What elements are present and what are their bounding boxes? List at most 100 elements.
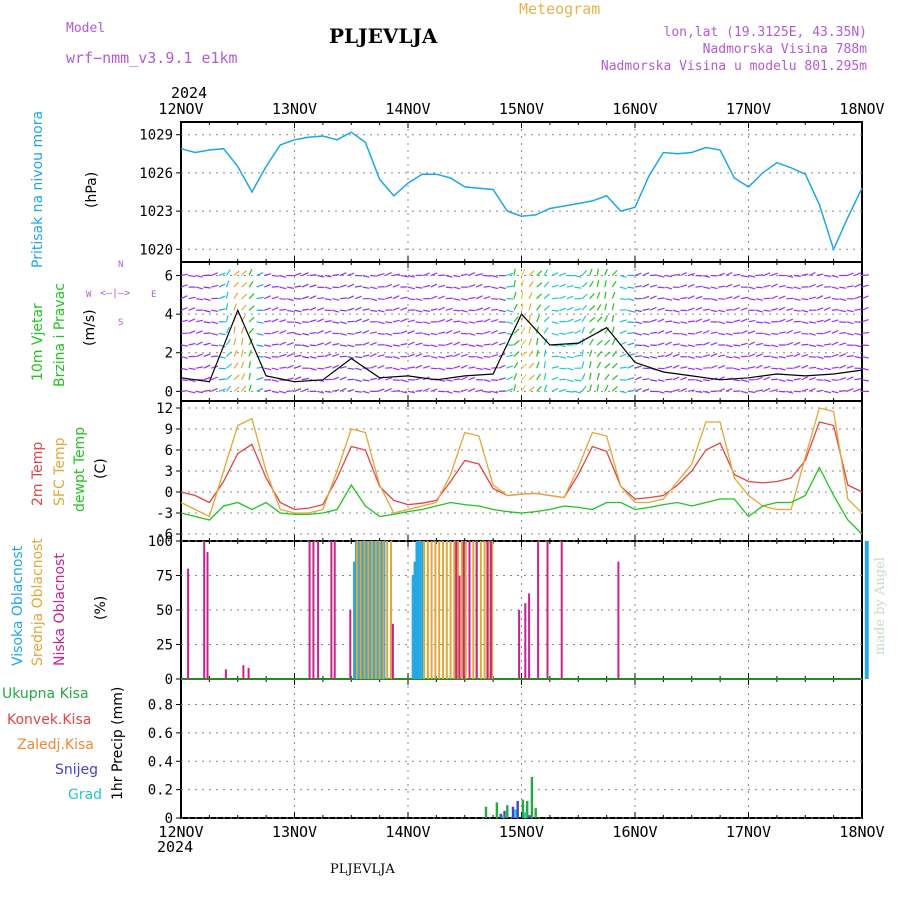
wind-barb <box>748 390 756 394</box>
wind-barb <box>211 321 219 325</box>
wind-barb <box>400 343 408 346</box>
wind-barb <box>642 378 650 381</box>
wind-barb <box>649 284 658 288</box>
wind-barb <box>657 307 665 311</box>
wind-barb <box>377 364 385 369</box>
wind-barb <box>294 321 302 325</box>
wind-barb <box>241 282 248 288</box>
wind-barb <box>748 330 756 334</box>
wind-barb <box>218 272 226 277</box>
wind-barb <box>521 351 528 358</box>
wind-barb <box>536 361 540 369</box>
wind-barb <box>687 389 695 392</box>
wind-barb <box>596 361 602 369</box>
wind-barb <box>695 390 703 393</box>
wind-barb <box>672 343 680 346</box>
wind-barb <box>786 390 794 394</box>
wind-barb <box>672 321 680 324</box>
wind-barb <box>430 356 438 359</box>
wind-barb <box>483 367 491 371</box>
wind-barb <box>823 306 831 311</box>
wind-barb <box>839 364 846 369</box>
cloud-bar <box>518 610 521 679</box>
wind-barb <box>195 274 204 278</box>
cloud-bar <box>363 541 366 679</box>
wind-barb <box>415 342 423 346</box>
wind-barb <box>309 319 317 323</box>
wind-barb <box>846 332 854 336</box>
cloud-bar <box>417 541 420 679</box>
wind-barb <box>816 283 824 288</box>
wind-barb <box>559 344 567 348</box>
wind-barb <box>460 309 468 313</box>
wind-barb <box>324 330 332 334</box>
wind-barb <box>611 362 618 369</box>
wind-barb <box>248 338 253 346</box>
precip-bar <box>521 799 525 818</box>
wind-barb <box>740 274 748 278</box>
wind-barb <box>286 331 294 335</box>
wind-barb <box>763 284 771 288</box>
wind-barb <box>317 297 325 300</box>
wind-barb <box>317 274 325 278</box>
wind-barb <box>491 367 499 369</box>
wind-barb <box>581 304 588 311</box>
wind-barb <box>453 309 461 312</box>
wind-barb <box>756 286 764 289</box>
cloud-bar <box>462 541 465 679</box>
y-tick-label: 0 <box>165 811 173 827</box>
wind-barb <box>332 353 340 358</box>
wind-barb <box>225 314 229 322</box>
wind-barb <box>422 332 431 336</box>
y-tick-label: 2 <box>165 346 173 362</box>
wind-barb <box>770 272 779 277</box>
wind-barb <box>642 272 650 277</box>
y-tick-label: 75 <box>156 569 173 585</box>
wind-barb <box>347 344 355 348</box>
precip-bar <box>499 813 502 818</box>
wind-barb <box>256 272 264 277</box>
wind-barb <box>491 286 499 290</box>
wind-barb <box>672 273 680 277</box>
wind-barb <box>256 387 264 392</box>
wind-barb <box>702 286 711 290</box>
wind-barb <box>642 356 650 359</box>
wind-barb <box>786 354 794 358</box>
meteogram-title: Meteogram <box>519 0 601 18</box>
y-tick-label: 3 <box>165 464 173 480</box>
wind-barb <box>755 298 764 301</box>
wind-barb <box>225 303 229 311</box>
cloud-bar <box>413 561 416 679</box>
wind-barb <box>256 321 264 324</box>
wind-barb <box>740 296 748 300</box>
wind-barb <box>339 387 347 392</box>
wind-barb <box>778 379 786 382</box>
wind-barb <box>468 321 476 324</box>
wind-barb <box>521 363 528 369</box>
cloud-bar <box>455 541 458 679</box>
date-label-top: 17NOV <box>726 100 771 118</box>
wind-barb <box>347 389 355 392</box>
y-tick-label: 6 <box>165 443 173 459</box>
wind-barb <box>180 367 188 371</box>
wind-barb <box>824 367 832 371</box>
y-tick-label: 1026 <box>139 166 173 182</box>
wind-barb <box>536 326 539 334</box>
wind-barb <box>506 388 514 392</box>
wind-barb <box>627 332 635 335</box>
wind-barb <box>627 377 635 381</box>
wind-barb <box>241 293 248 300</box>
wind-barb <box>596 316 603 323</box>
wind-barb <box>619 330 627 334</box>
wind-barb <box>392 307 400 311</box>
wind-barb <box>248 361 251 369</box>
wind-barb <box>771 388 779 392</box>
wind-barb <box>248 372 251 380</box>
wind-barb <box>520 385 526 392</box>
wind-barb <box>233 338 237 346</box>
wind-barb <box>233 326 236 334</box>
wind-barb <box>445 390 453 394</box>
wind-barb <box>846 365 854 369</box>
wind-barb <box>702 329 710 334</box>
wind-barb <box>687 344 695 348</box>
